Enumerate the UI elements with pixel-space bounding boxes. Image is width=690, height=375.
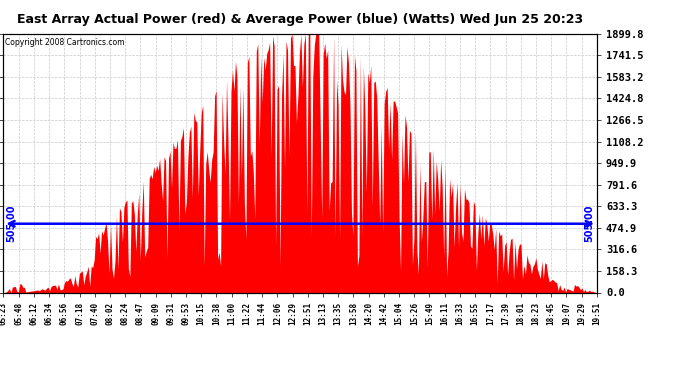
Text: East Array Actual Power (red) & Average Power (blue) (Watts) Wed Jun 25 20:23: East Array Actual Power (red) & Average … bbox=[17, 13, 583, 26]
Text: 505.00: 505.00 bbox=[6, 205, 17, 243]
Text: 505.00: 505.00 bbox=[584, 205, 594, 243]
Text: Copyright 2008 Cartronics.com: Copyright 2008 Cartronics.com bbox=[5, 38, 124, 46]
